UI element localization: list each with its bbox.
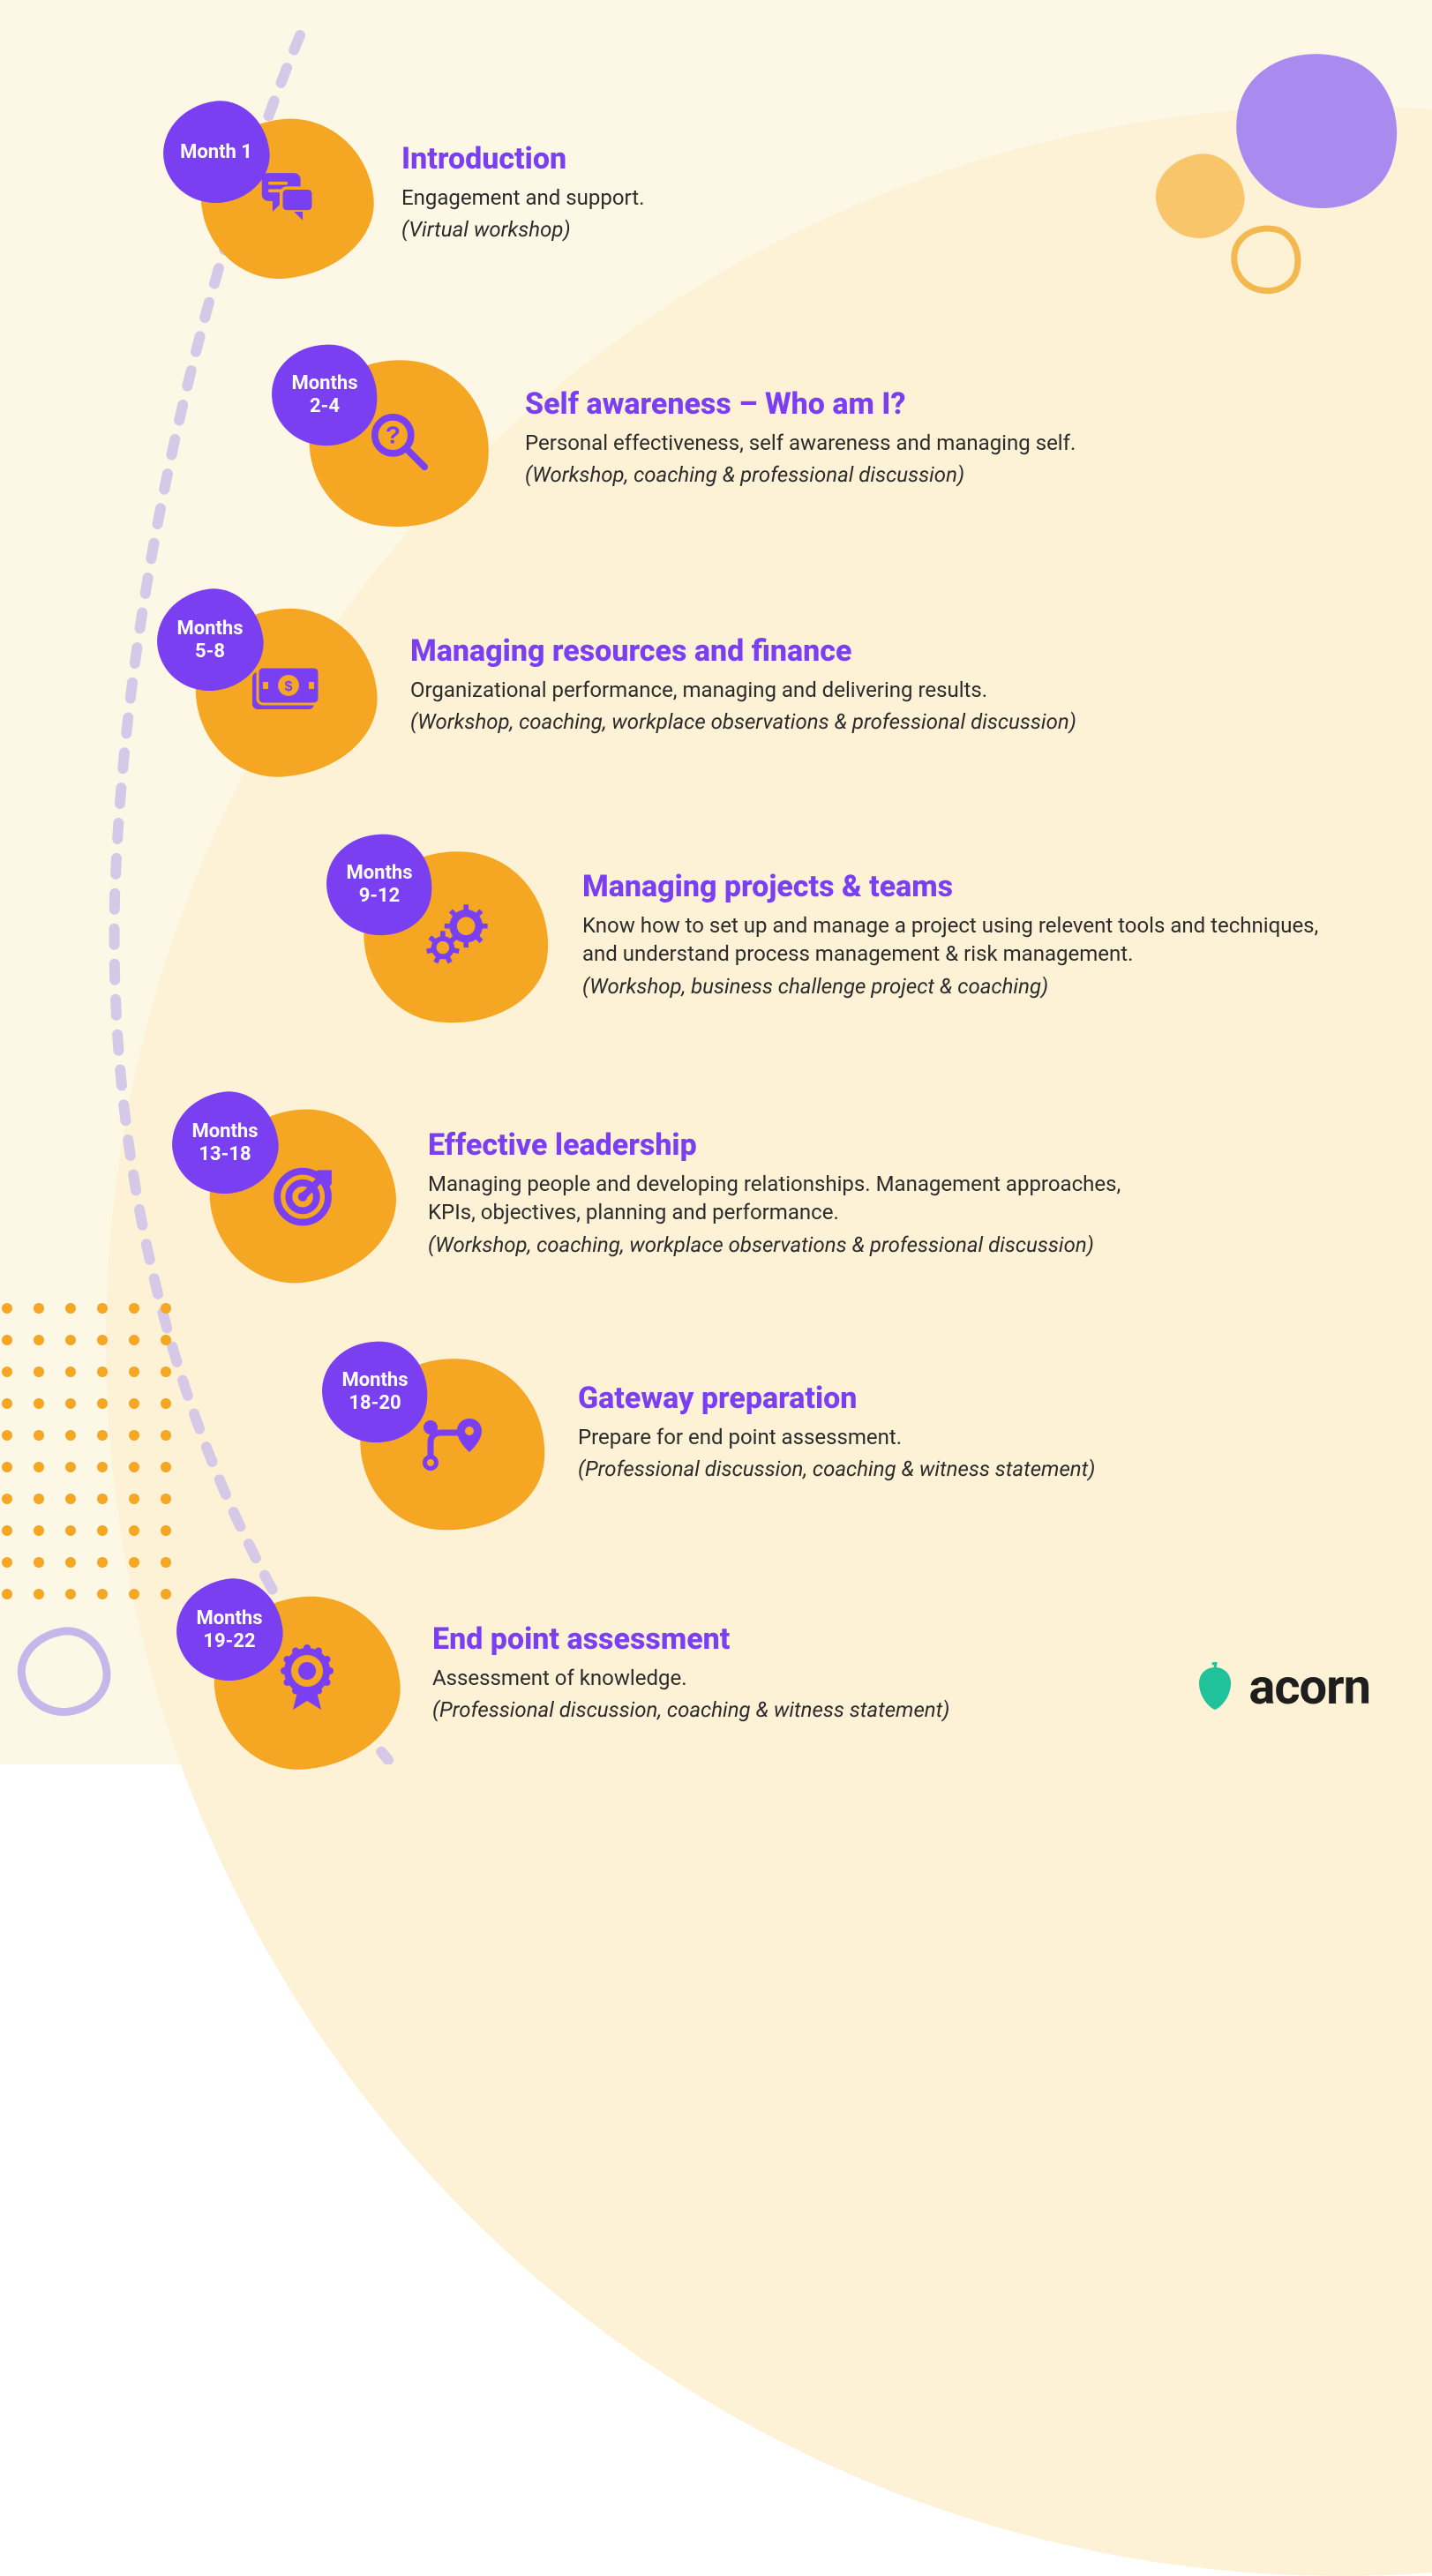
ribbon-icon: [272, 1641, 342, 1726]
month-badge: Months19-22: [176, 1579, 282, 1681]
month-badge: Months2-4: [272, 344, 378, 446]
step-text: Managing projects & teams Know how to set…: [582, 869, 1323, 999]
step-title: Gateway preparation: [578, 1381, 1095, 1416]
month-badge-label: Months2-4: [291, 372, 357, 417]
step-meta: (Virtual workshop): [401, 217, 644, 242]
step-title: Managing projects & teams: [582, 869, 1323, 904]
step-title: Self awareness – Who am I?: [525, 386, 1076, 422]
month-badge: Month 1: [163, 101, 269, 203]
decor-blob: [1225, 219, 1308, 301]
acorn-icon: [1194, 1662, 1236, 1711]
month-badge: Months9-12: [326, 834, 432, 935]
step-title: Effective leadership: [428, 1127, 1169, 1163]
step-meta: (Workshop, business challenge project & …: [582, 974, 1323, 999]
step-title: End point assessment: [432, 1621, 949, 1657]
step-text: Effective leadership Managing people and …: [428, 1127, 1169, 1257]
step-text: Managing resources and finance Organizati…: [410, 633, 1076, 734]
step-text: Introduction Engagement and support. (Virt…: [401, 141, 644, 242]
svg-text:?: ?: [385, 420, 400, 448]
step-description: Prepare for end point assessment.: [578, 1423, 1095, 1451]
step-text: Gateway preparation Prepare for end point…: [578, 1381, 1095, 1481]
step-meta: (Professional discussion, coaching & wit…: [432, 1697, 949, 1722]
month-badge: Months18-20: [322, 1341, 428, 1442]
month-badge-label: Months19-22: [196, 1607, 262, 1652]
month-badge: Months13-18: [172, 1092, 278, 1194]
step-meta: (Workshop, coaching, workplace observati…: [428, 1232, 1169, 1257]
step-description: Managing people and developing relations…: [428, 1170, 1169, 1227]
month-badge-label: Months13-18: [191, 1120, 258, 1165]
step-description: Engagement and support.: [401, 183, 644, 212]
step-title: Introduction: [401, 141, 644, 176]
step-meta: (Professional discussion, coaching & wit…: [578, 1456, 1095, 1481]
month-badge-label: Months5-8: [176, 618, 243, 663]
decor-dot-grid: [0, 1292, 182, 1610]
month-badge: Months5-8: [157, 589, 263, 691]
step-meta: (Workshop, coaching, workplace observati…: [410, 709, 1076, 734]
step-description: Assessment of knowledge.: [432, 1664, 949, 1692]
brand-logo: acorn: [1194, 1658, 1370, 1716]
step-description: Organizational performance, managing and…: [410, 676, 1076, 704]
step-meta: (Workshop, coaching & professional discu…: [525, 462, 1076, 487]
step-text: Self awareness – Who am I? Personal effec…: [525, 386, 1076, 487]
decor-blob-outline: [12, 1621, 116, 1722]
step-description: Know how to set up and manage a project …: [582, 911, 1323, 969]
svg-text:$: $: [284, 679, 292, 694]
month-badge-label: Month 1: [180, 141, 252, 163]
step-text: End point assessment Assessment of knowle…: [432, 1621, 949, 1722]
month-badge-label: Months9-12: [346, 862, 412, 907]
decor-blob: [1215, 32, 1418, 229]
step-title: Managing resources and finance: [410, 633, 1076, 669]
month-badge-label: Months18-20: [341, 1369, 408, 1414]
decor-blob: [1150, 147, 1251, 245]
step-description: Personal effectiveness, self awareness a…: [525, 429, 1076, 457]
brand-wordmark: acorn: [1248, 1658, 1370, 1716]
infographic-stage: Month 1 Introduction Engagement and suppor…: [0, 0, 1432, 1764]
